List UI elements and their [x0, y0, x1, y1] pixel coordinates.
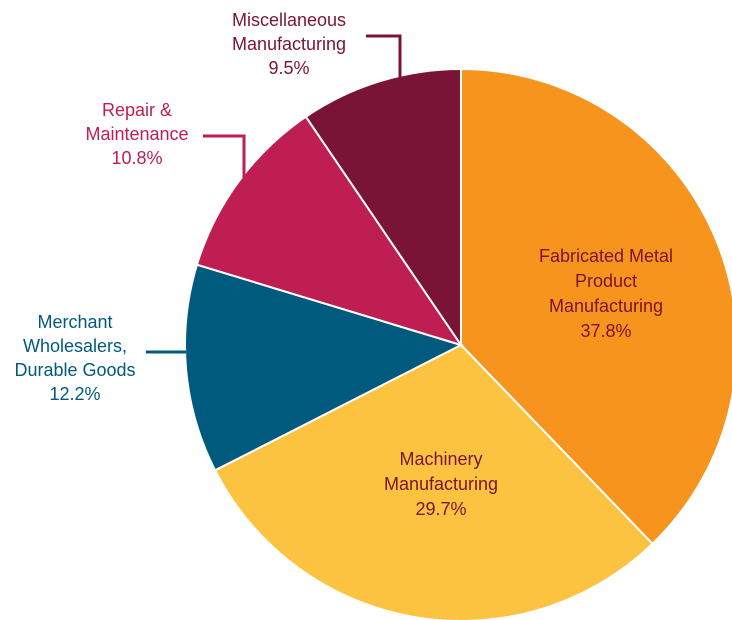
slice-label-line-3-1: Maintenance — [85, 124, 188, 144]
slice-label-4: Miscellaneous Manufacturing 9.5% — [232, 10, 346, 78]
leader-line-3 — [203, 134, 246, 262]
slice-label-line-1-1: Manufacturing — [384, 474, 498, 494]
pie-slices — [184, 67, 732, 620]
slice-labels: Fabricated Metal Product Manufacturing 37.8… — [14, 10, 673, 519]
pie-slice-3 — [195, 115, 464, 347]
pie-slice-1 — [213, 343, 654, 620]
slice-label-line-3-0: Repair & — [102, 100, 172, 120]
leader-lines — [146, 34, 402, 354]
slice-value-4: 9.5% — [268, 58, 309, 78]
slice-value-3: 10.8% — [111, 148, 162, 168]
slice-label-line-2-1: Wholesalers, — [23, 336, 127, 356]
slice-label-line-4-1: Manufacturing — [232, 34, 346, 54]
slice-label-3: Repair & Maintenance 10.8% — [85, 100, 188, 168]
slice-label-line-0-1: Product — [575, 271, 637, 291]
slice-label-line-0-2: Manufacturing — [549, 296, 663, 316]
slice-label-line-1-0: Machinery — [399, 449, 482, 469]
slice-label-line-2-0: Merchant — [37, 312, 112, 332]
slice-value-1: 29.7% — [415, 499, 466, 519]
pie-slice-2 — [184, 263, 464, 472]
pie-slice-4 — [304, 67, 462, 349]
slice-label-line-4-0: Miscellaneous — [232, 10, 346, 30]
leader-line-4 — [366, 34, 402, 78]
slice-label-1: Machinery Manufacturing 29.7% — [384, 449, 498, 519]
slice-value-2: 12.2% — [49, 384, 100, 404]
slice-label-0: Fabricated Metal Product Manufacturing 37.8… — [539, 246, 673, 341]
slice-label-line-0-0: Fabricated Metal — [539, 246, 673, 266]
slice-value-0: 37.8% — [580, 321, 631, 341]
pie-slice-0 — [460, 67, 732, 546]
slice-label-2: Merchant Wholesalers, Durable Goods 12.2% — [14, 312, 135, 404]
slice-label-line-2-2: Durable Goods — [14, 360, 135, 380]
